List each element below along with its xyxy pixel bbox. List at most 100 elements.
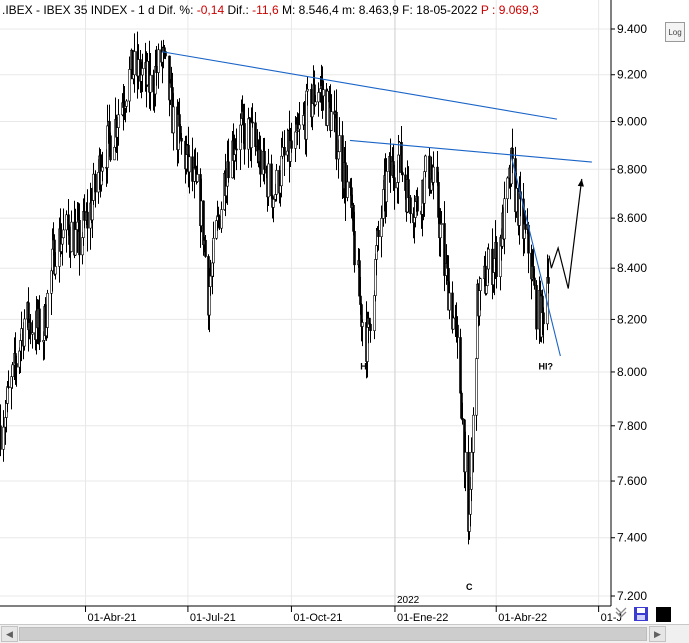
candle-body [533, 277, 536, 286]
candle-body [94, 173, 97, 193]
candle-body [485, 285, 488, 294]
forecast-path[interactable] [548, 178, 583, 289]
trendlines [161, 51, 592, 357]
candle-body [149, 74, 152, 93]
candle-body [377, 229, 380, 237]
header-dif-pct-value: -0,14 [196, 3, 225, 17]
header-date-value: 18-05-2022 [416, 3, 478, 17]
header-dif-label: Dif.: [227, 3, 249, 17]
candle-body [294, 131, 297, 149]
y-tick-label: 9.400 [617, 22, 647, 36]
candle-body [125, 100, 128, 107]
candle-body [369, 323, 372, 331]
candle-body [461, 418, 464, 421]
y-tick-label: 8.600 [617, 211, 647, 225]
candle-body [400, 141, 403, 173]
candle-body [503, 198, 506, 240]
y-tick-label: 8.200 [617, 312, 647, 326]
candle-body [163, 47, 166, 52]
candle-body [459, 337, 462, 394]
header-max-label: M: [281, 3, 296, 17]
y-tick-label: 7.800 [617, 419, 647, 433]
candle-body [141, 68, 144, 76]
candle-body [306, 88, 309, 92]
scroll-right-arrow-icon: ▶ [654, 629, 661, 639]
color-square-button[interactable] [653, 606, 675, 623]
candle-body [475, 358, 478, 416]
forecast [548, 178, 584, 289]
y-tick-label: 8.400 [617, 261, 647, 275]
candle-body [251, 121, 254, 124]
x-tick-label: 01-Ene-22 [397, 612, 448, 624]
candle-body [15, 363, 18, 368]
candle-body [259, 149, 262, 175]
candle-body [146, 61, 149, 86]
candle-body [204, 239, 207, 257]
candle-body [101, 166, 104, 172]
candle-body [448, 292, 451, 311]
candle-body [452, 317, 455, 330]
candle-body [432, 166, 435, 183]
scrollbar-thumb[interactable] [19, 627, 647, 641]
candle-body [416, 196, 419, 212]
y-tick-label: 9.200 [617, 68, 647, 82]
candle-body [547, 277, 550, 284]
header-dif-value: -11,6 [252, 3, 279, 17]
candle-body [86, 211, 89, 229]
forecast-arrowhead [577, 178, 584, 187]
zoom-toggle-button[interactable] [612, 606, 630, 623]
log-scale-button[interactable]: Log [665, 22, 685, 42]
header-period: 1 d [138, 3, 155, 17]
candle-body [401, 172, 404, 176]
scroll-left-button[interactable]: ◀ [1, 626, 18, 642]
candle-body [62, 229, 65, 239]
trendline[interactable] [349, 139, 592, 163]
candle-body [535, 285, 538, 330]
candle-body [2, 426, 5, 450]
candle-body [380, 218, 383, 237]
candle-body [137, 59, 140, 77]
candle-body [317, 92, 320, 103]
candle-body [443, 223, 446, 276]
scroll-right-button[interactable]: ▶ [649, 626, 666, 642]
candle-body [337, 151, 340, 160]
grid: 2022 [0, 0, 611, 606]
header-min-label: m: [342, 3, 356, 17]
candle-body [495, 242, 498, 277]
candles [0, 31, 550, 545]
candle-body [511, 147, 514, 159]
candle-body [283, 147, 286, 156]
candle-body [6, 386, 9, 404]
candle-body [235, 148, 238, 151]
candle-body [298, 124, 301, 130]
horizontal-scrollbar[interactable]: ◀ ▶ [0, 624, 689, 643]
candle-body [311, 103, 314, 118]
candle-body [164, 51, 167, 57]
candle-body [243, 123, 246, 150]
candle-body [326, 90, 329, 126]
candle-body [172, 106, 175, 134]
x-tick-label: 01-Oct-21 [293, 612, 342, 624]
candle-body [275, 170, 278, 195]
save-button[interactable] [632, 606, 650, 623]
candle-body [470, 452, 473, 490]
square-icon [656, 607, 671, 622]
candle-body [7, 386, 10, 388]
candle-body [54, 266, 57, 275]
candle-body [191, 156, 194, 182]
header-max-value: 8.546,4 [298, 3, 339, 17]
candle-body [180, 137, 183, 142]
year-label: 2022 [397, 595, 420, 606]
wave-label: C [466, 582, 473, 592]
candle-body [133, 51, 136, 76]
candle-body [439, 223, 442, 239]
candle-body [487, 248, 490, 270]
trendline[interactable] [161, 51, 558, 120]
candle-body [290, 140, 293, 149]
candle-body [61, 237, 64, 245]
trendline[interactable] [510, 154, 561, 357]
candle-body [464, 451, 467, 473]
candle-body [128, 69, 131, 102]
